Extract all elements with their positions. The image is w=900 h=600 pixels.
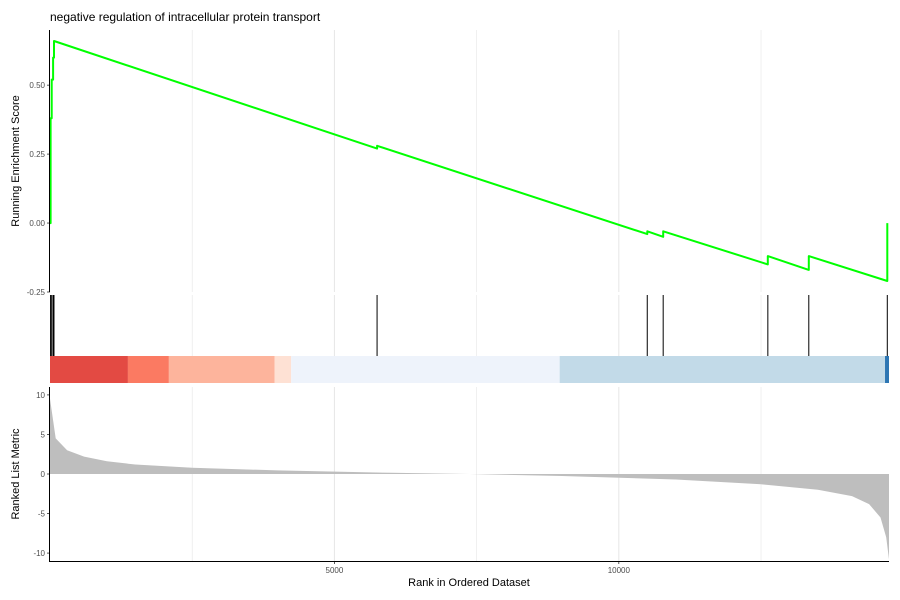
es-tick-label: -0.25 — [27, 288, 46, 297]
es-gridlines — [191, 30, 762, 292]
x-tick-label: 5000 — [326, 566, 344, 575]
metric-tick-label: -10 — [33, 549, 45, 558]
metric-y-axis-ticks: 10 5 0 -5 -10 — [33, 391, 50, 558]
x-axis-ticks: 5000 10000 — [326, 561, 631, 575]
metric-tick-label: 10 — [36, 391, 45, 400]
ranked-metric-panel: 10 5 0 -5 -10 5000 10000 Ranked List Metric R… — [10, 387, 889, 589]
enrichment-score-panel: 0.50 0.25 0.00 -0.25 Running Enrichment Sco… — [10, 30, 889, 297]
colorbar-segment — [274, 356, 292, 383]
chart-title: negative regulation of intracellular pro… — [50, 10, 321, 24]
colorbar-segment — [168, 356, 275, 383]
es-tick-label: 0.00 — [29, 219, 45, 228]
gene-hit-marks — [50, 295, 888, 356]
rank-color-bar — [50, 356, 889, 383]
colorbar-segment — [50, 356, 128, 383]
metric-tick-label: 0 — [41, 470, 46, 479]
gene-hit-panel — [50, 295, 889, 383]
metric-tick-label: -5 — [38, 510, 46, 519]
metric-y-axis-label: Ranked List Metric — [10, 428, 22, 520]
colorbar-segment — [885, 356, 889, 383]
running-enrichment-score-line — [49, 40, 889, 282]
x-tick-label: 10000 — [608, 566, 631, 575]
x-axis-label: Rank in Ordered Dataset — [408, 577, 530, 589]
metric-tick-label: 5 — [41, 430, 46, 439]
colorbar-segment — [291, 356, 560, 383]
es-y-axis-label: Running Enrichment Score — [10, 95, 22, 226]
es-tick-label: 0.25 — [29, 150, 45, 159]
colorbar-segment — [559, 356, 886, 383]
es-tick-label: 0.50 — [29, 81, 45, 90]
ranked-metric-area — [50, 398, 889, 560]
colorbar-segment — [127, 356, 169, 383]
es-y-axis-ticks: 0.50 0.25 0.00 -0.25 — [27, 81, 50, 297]
